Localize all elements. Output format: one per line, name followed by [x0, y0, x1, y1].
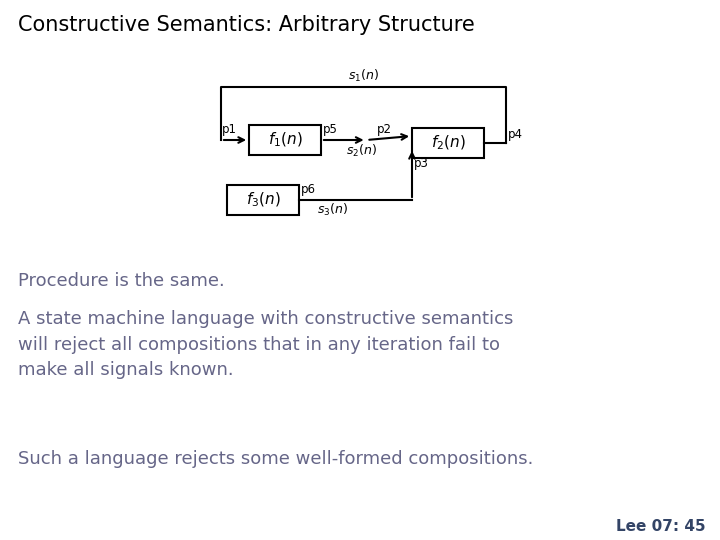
Text: $s_2(n)$: $s_2(n)$ [346, 143, 377, 159]
Text: Procedure is the same.: Procedure is the same. [18, 272, 225, 290]
FancyBboxPatch shape [412, 128, 484, 158]
Text: p2: p2 [377, 123, 392, 136]
Text: $f_2(n)$: $f_2(n)$ [431, 134, 465, 152]
Text: $s_3(n)$: $s_3(n)$ [317, 202, 348, 218]
FancyBboxPatch shape [249, 125, 321, 155]
Text: p1: p1 [222, 123, 237, 136]
Text: $s_1(n)$: $s_1(n)$ [348, 68, 379, 84]
Text: A state machine language with constructive semantics
will reject all composition: A state machine language with constructi… [18, 310, 513, 380]
Text: p4: p4 [508, 128, 523, 141]
Text: p6: p6 [301, 183, 316, 196]
Text: $f_1(n)$: $f_1(n)$ [268, 131, 302, 149]
Text: $f_3(n)$: $f_3(n)$ [246, 191, 280, 209]
Text: p5: p5 [323, 123, 338, 136]
FancyBboxPatch shape [227, 185, 299, 215]
Text: Constructive Semantics: Arbitrary Structure: Constructive Semantics: Arbitrary Struct… [18, 15, 474, 35]
Text: p3: p3 [414, 157, 429, 170]
Text: Lee 07: 45: Lee 07: 45 [616, 519, 706, 534]
Text: Such a language rejects some well-formed compositions.: Such a language rejects some well-formed… [18, 450, 534, 468]
